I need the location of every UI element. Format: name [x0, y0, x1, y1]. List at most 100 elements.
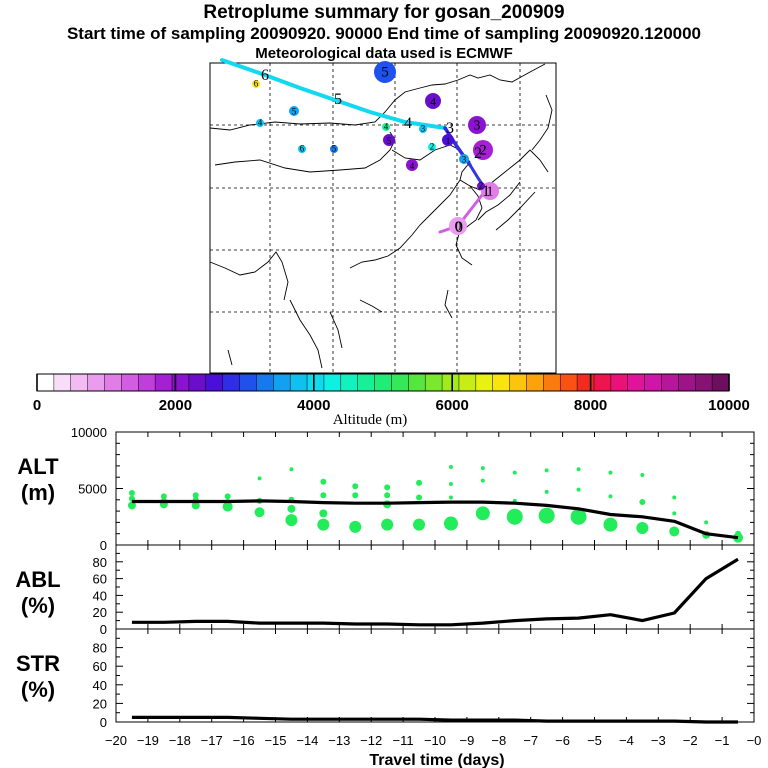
plume-point	[603, 517, 618, 532]
panel-ticks: ALT(m)1000050000ABL(%)806040200STR(%)806…	[15, 425, 761, 768]
plume-point	[222, 501, 233, 512]
colorbar-swatch	[104, 374, 122, 391]
plume-point	[413, 518, 426, 531]
colorbar-swatch	[593, 374, 612, 391]
colorbar-swatch	[425, 374, 443, 391]
plume-point	[544, 468, 549, 473]
plume-label: 3	[421, 124, 426, 134]
colorbar-swatch	[357, 374, 376, 391]
colorbar-swatch	[644, 374, 663, 391]
plume-cluster	[256, 119, 264, 127]
plume-point	[570, 508, 587, 525]
plume-label: 6	[300, 144, 305, 154]
plume-point	[669, 526, 680, 537]
colorbar-swatch	[678, 374, 696, 391]
y-tick-label: 0	[100, 622, 107, 637]
map-frame	[209, 62, 557, 374]
y-tick-label: 80	[93, 555, 107, 570]
plume-cluster	[481, 182, 499, 200]
plume-label: 5	[292, 106, 297, 116]
plume-point	[416, 494, 423, 501]
chart-title: Retroplume summary for gosan_200909	[203, 2, 565, 23]
colorbar-swatch	[70, 374, 89, 391]
plume-cluster	[298, 145, 306, 153]
plume-cluster	[330, 145, 338, 153]
plume-point	[480, 478, 485, 483]
y-tick-label: 40	[93, 678, 107, 693]
plume-point	[317, 518, 330, 531]
plume-point	[160, 493, 167, 500]
plume-point	[254, 507, 265, 518]
panel-series	[127, 465, 744, 724]
plume-point	[512, 470, 517, 475]
colorbar-tick-label: 8000	[574, 397, 607, 414]
colorbar-swatch	[712, 374, 730, 391]
x-tick-label: −10	[424, 733, 446, 748]
y-tick-label: 0	[100, 538, 107, 553]
plume-point	[192, 492, 199, 499]
plume-cluster	[449, 217, 467, 235]
met-data-note: Meteorological data used is ECMWF	[255, 45, 513, 62]
x-tick-label: −6	[555, 733, 570, 748]
plume-point	[320, 478, 327, 485]
plume-point	[448, 495, 453, 500]
y-tick-label: 5000	[78, 482, 107, 497]
plume-point	[128, 490, 135, 497]
colorbar-swatch	[222, 374, 241, 391]
colorbar-swatch	[627, 374, 646, 391]
plume-point	[448, 465, 453, 470]
plume-label: 3	[462, 154, 467, 164]
plume-cluster	[406, 159, 418, 171]
plume-point	[576, 467, 581, 472]
plume-cluster	[473, 140, 493, 160]
colorbar-swatch	[239, 374, 258, 391]
colorbar-swatch	[172, 374, 190, 391]
plume-point	[224, 493, 231, 500]
trajectory-day-label: 0	[455, 219, 463, 236]
x-tick-label: −9	[459, 733, 474, 748]
plume-point	[733, 532, 744, 543]
plume-label: 0	[455, 219, 462, 234]
plume-label: 2	[430, 142, 435, 152]
colorbar-swatch	[492, 374, 511, 391]
plume-label: 1	[446, 136, 451, 146]
colorbar-swatch	[188, 374, 207, 391]
colorbar-swatch	[323, 374, 342, 391]
colorbar-swatch	[256, 374, 274, 391]
plume-point	[448, 481, 453, 486]
trajectory-day-label: 6	[261, 67, 269, 84]
plume-point	[608, 470, 613, 475]
colorbar-swatch	[695, 374, 713, 391]
plume-point	[538, 507, 555, 524]
panel-unit: (m)	[21, 480, 55, 505]
plume-point	[381, 518, 394, 531]
y-tick-label: 0	[100, 715, 107, 730]
x-tick-label: −13	[328, 733, 350, 748]
plume-point	[672, 495, 677, 500]
colorbar-swatch	[475, 374, 494, 391]
plume-cluster	[428, 143, 436, 151]
plume-point	[636, 522, 649, 535]
plume-label: 4	[430, 95, 436, 109]
plume-cluster	[289, 106, 299, 116]
colorbar-swatch	[391, 374, 409, 391]
plume-point	[639, 499, 646, 506]
y-tick-label: 60	[93, 572, 107, 587]
trajectory-day-label: 2	[474, 145, 482, 162]
plume-point	[287, 504, 296, 513]
colorbar-swatch	[610, 374, 629, 391]
colorbar-swatch	[273, 374, 291, 391]
plume-label: 4	[384, 122, 389, 132]
colorbar-tick-label: 2000	[159, 397, 192, 414]
plume-cluster	[374, 61, 396, 83]
plume-label: 5	[332, 144, 337, 154]
colorbar-swatch	[526, 374, 544, 391]
plume-label: 1	[487, 184, 494, 199]
plume-point	[352, 483, 359, 490]
colorbar-swatch	[138, 374, 156, 391]
colorbar-swatch	[374, 374, 393, 391]
plume-cluster	[383, 134, 395, 146]
series-line	[131, 499, 739, 540]
colorbar-swatch	[205, 374, 224, 391]
